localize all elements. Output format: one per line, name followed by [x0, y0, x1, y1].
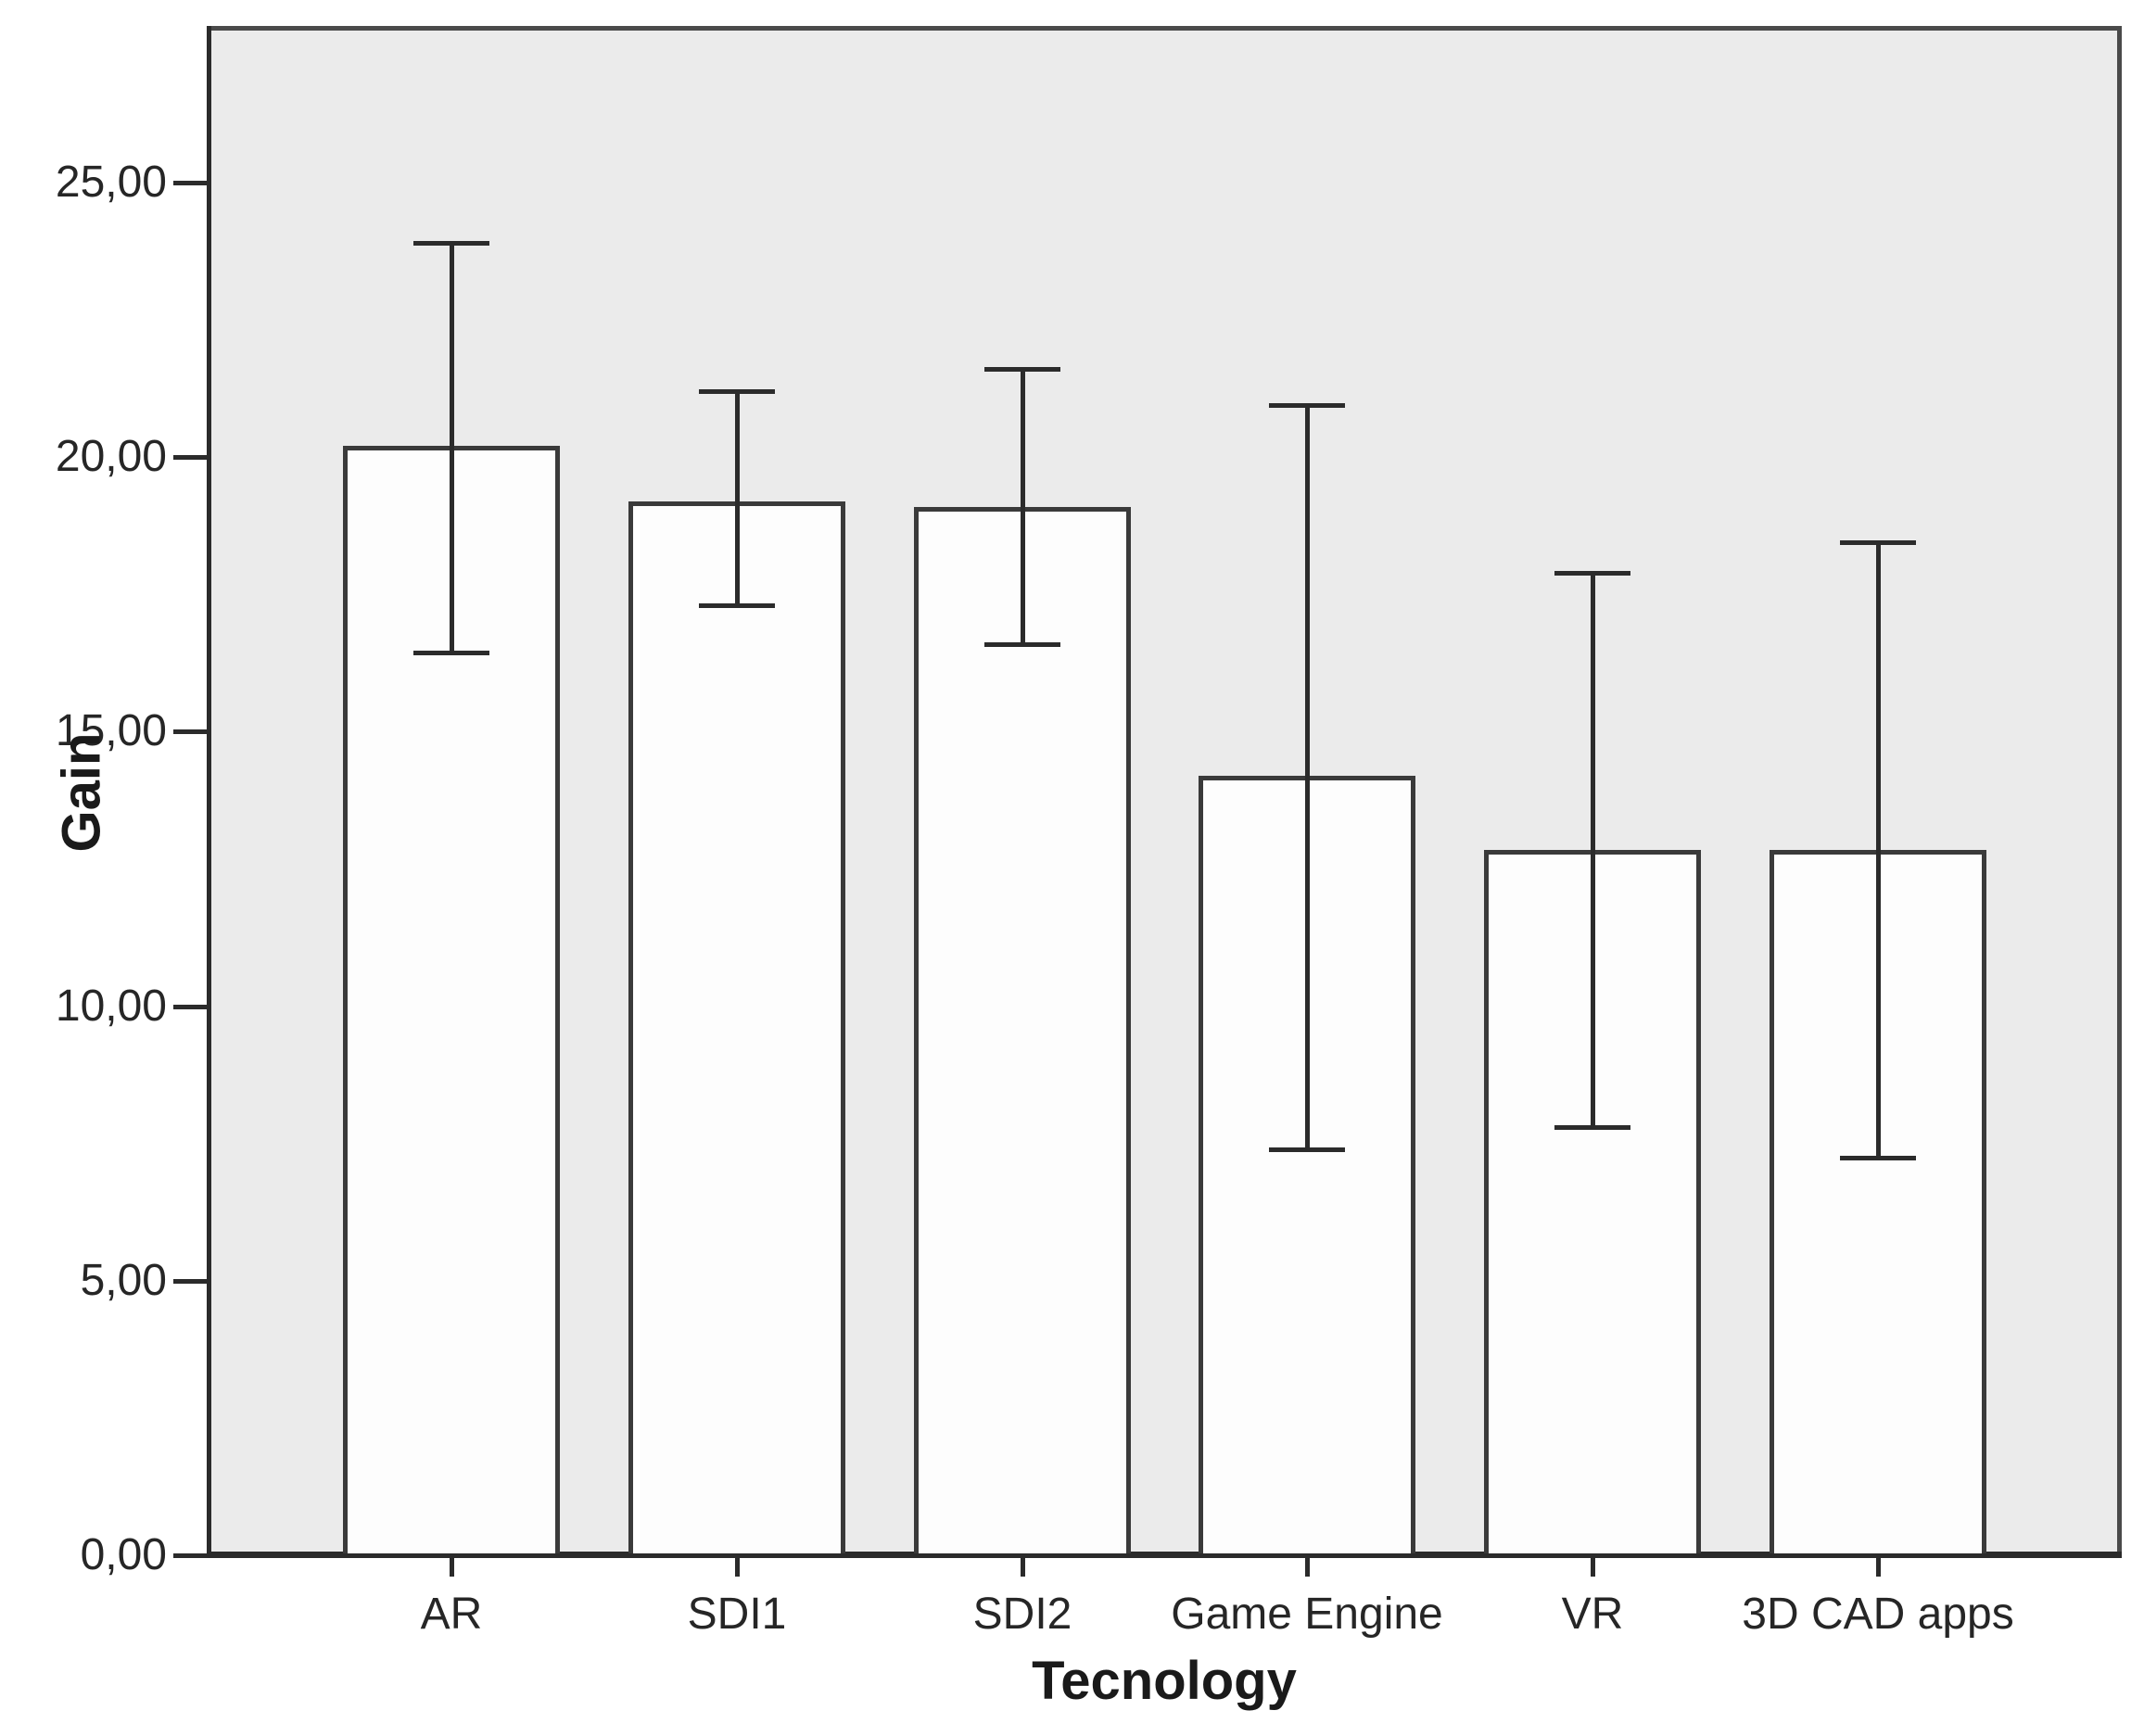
- x-tick-mark: [1591, 1558, 1595, 1577]
- y-tick-label: 10,00: [55, 982, 167, 1031]
- error-bar-cap-bottom: [984, 642, 1060, 647]
- y-axis-line: [207, 26, 211, 1555]
- y-tick-mark: [173, 181, 210, 185]
- category-label: Game Engine: [1171, 1590, 1443, 1639]
- x-tick-mark: [1876, 1558, 1881, 1577]
- error-bar-cap-top: [984, 367, 1060, 372]
- bar-sdi1: [628, 501, 845, 1553]
- error-bar-cap-bottom: [1554, 1125, 1630, 1130]
- y-tick-label: 15,00: [55, 706, 167, 755]
- x-tick-mark: [1021, 1558, 1025, 1577]
- y-tick-label: 0,00: [80, 1530, 167, 1579]
- error-bar-cap-top: [1840, 540, 1916, 545]
- y-tick-label: 25,00: [55, 158, 167, 207]
- error-bar-cap-bottom: [699, 603, 775, 608]
- error-bar-cap-bottom: [413, 651, 489, 655]
- category-label: SDI1: [687, 1590, 787, 1639]
- category-label: AR: [420, 1590, 483, 1639]
- category-label: VR: [1561, 1590, 1624, 1639]
- error-bar-cap-bottom: [1269, 1147, 1345, 1152]
- y-tick-mark: [173, 455, 210, 460]
- error-bar-cap-top: [413, 241, 489, 246]
- bar-sdi2: [914, 507, 1131, 1553]
- x-tick-mark: [735, 1558, 740, 1577]
- category-label: SDI2: [972, 1590, 1072, 1639]
- error-bar-cap-top: [699, 389, 775, 394]
- y-tick-mark: [173, 1005, 210, 1009]
- y-tick-mark: [173, 729, 210, 734]
- y-tick-label: 20,00: [55, 432, 167, 481]
- x-axis-line: [207, 1552, 2122, 1558]
- x-tick-mark: [450, 1558, 454, 1577]
- error-bar-line: [1876, 542, 1881, 1158]
- error-bar-line: [450, 243, 454, 653]
- error-bar-line: [1591, 573, 1595, 1127]
- error-bar-line: [735, 391, 740, 605]
- x-axis-title: Tecnology: [1032, 1651, 1297, 1711]
- error-bar-line: [1021, 369, 1025, 644]
- error-bar-cap-bottom: [1840, 1156, 1916, 1160]
- y-tick-mark: [173, 1553, 210, 1558]
- x-tick-mark: [1305, 1558, 1310, 1577]
- y-axis-title: Gain: [51, 732, 112, 853]
- y-tick-mark: [173, 1279, 210, 1284]
- plot-frame-right: [2117, 26, 2122, 1555]
- error-bar-line: [1305, 405, 1310, 1149]
- plot-frame-top: [207, 26, 2122, 31]
- error-bar-cap-top: [1269, 403, 1345, 408]
- y-tick-label: 5,00: [80, 1256, 167, 1305]
- category-label: 3D CAD apps: [1742, 1590, 2014, 1639]
- error-bar-cap-top: [1554, 571, 1630, 576]
